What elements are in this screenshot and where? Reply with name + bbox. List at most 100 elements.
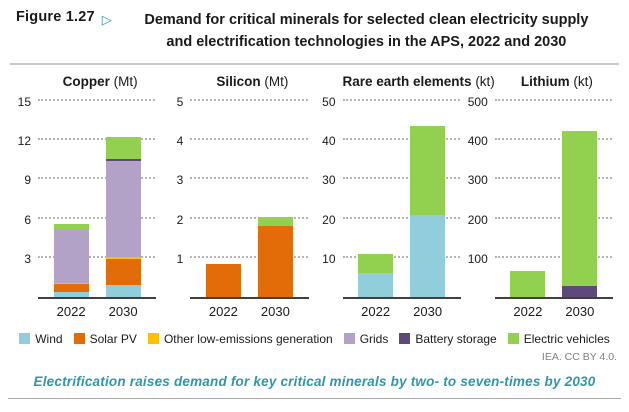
takeaway: Electrification raises demand for key cr… [33, 373, 596, 389]
gridline [342, 216, 460, 219]
bottom-divider [8, 397, 621, 399]
y-tick-label: 1 [176, 251, 184, 266]
gridline [342, 138, 460, 141]
legend-item-grids: Grids [343, 332, 388, 346]
x-tick-label: 2030 [260, 303, 290, 319]
mineral-unit: (kt) [471, 73, 495, 89]
panel-body: 1 2 3 4 5 [162, 95, 314, 299]
figure-title: Demand for critical minerals for selecte… [118, 9, 615, 54]
bar-segment-wind [358, 273, 394, 297]
chart-panel-copper: Copper (Mt) 3 6 9 12 15 2022 2030 [10, 74, 162, 319]
bar-segment-solar-pv [205, 263, 241, 297]
attribution: IEA. CC BY 4.0. [541, 350, 617, 363]
bar-segment-other-low-emissions-generation [53, 282, 89, 284]
x-axis-labels: 2022 2030 [343, 304, 461, 319]
mineral-unit: (Mt) [109, 73, 138, 89]
gridline [190, 98, 308, 101]
y-tick-label: 9 [24, 173, 31, 188]
gridline [494, 255, 612, 258]
plot-area [342, 98, 461, 299]
bars-group [343, 126, 461, 297]
mineral-name: Copper [62, 73, 110, 89]
stacked-bar-2030 [105, 137, 141, 297]
legend-swatch-icon [19, 333, 31, 345]
plot-area [190, 98, 309, 299]
y-tick-label: 10 [322, 251, 336, 266]
y-tick-label: 3 [176, 173, 184, 188]
bar-column-2022 [355, 253, 397, 297]
x-tick-label: 2030 [565, 303, 595, 319]
panel-body: 3 6 9 12 15 [10, 95, 162, 299]
legend-swatch-icon [399, 333, 411, 345]
bar-segment-electric-vehicles [562, 131, 598, 286]
legend-label: Solar PV [89, 331, 137, 346]
figure-title-line2: and electrification technologies in the … [166, 34, 567, 51]
bar-segment-solar-pv [257, 226, 293, 297]
panel-body: 100 200 300 400 500 [467, 95, 619, 299]
gridline [38, 98, 156, 101]
x-tick-label: 2022 [513, 303, 543, 319]
stacked-bar-2022 [358, 253, 394, 297]
y-axis: 1 2 3 4 5 [162, 95, 190, 297]
legend-swatch-icon [507, 333, 519, 345]
legend-swatch-icon [147, 333, 159, 345]
bar-segment-electric-vehicles [358, 253, 394, 274]
panel-title: Rare earth elements (kt) [343, 74, 495, 89]
gridline [494, 138, 612, 141]
y-tick-label: 4 [176, 134, 184, 149]
gridline [342, 98, 460, 101]
mineral-name: Silicon [216, 73, 261, 89]
x-tick-label: 2030 [108, 303, 138, 319]
x-tick-label: 2022 [361, 303, 391, 319]
y-axis: 10 20 30 40 50 [315, 95, 343, 297]
bar-segment-electric-vehicles [53, 223, 89, 230]
bar-column-2030 [254, 216, 296, 297]
x-tick-label: 2022 [56, 303, 86, 319]
x-tick-label: 2030 [413, 303, 443, 319]
gridline [38, 216, 156, 219]
gridline [342, 255, 460, 258]
y-tick-label: 20 [322, 212, 336, 227]
stacked-bar-2030 [562, 131, 598, 297]
figure-header: Figure 1.27 ▷ Demand for critical minera… [0, 0, 629, 54]
panel-title: Lithium (kt) [495, 74, 619, 89]
y-tick-label: 200 [467, 212, 488, 227]
figure-title-line1: Demand for critical minerals for selecte… [144, 12, 589, 28]
y-tick-label: 15 [17, 94, 31, 109]
legend-label: Other low-emissions generation [163, 331, 333, 346]
y-tick-label: 2 [176, 212, 184, 227]
gridline [494, 98, 612, 101]
mineral-name: Lithium [520, 73, 570, 89]
bar-column-2030 [102, 137, 144, 297]
y-tick-label: 12 [17, 134, 31, 149]
y-tick-label: 100 [467, 251, 488, 266]
legend-item-electric-vehicles: Electric vehicles [507, 332, 610, 346]
bar-segment-solar-pv [105, 259, 141, 286]
y-tick-label: 3 [24, 251, 31, 266]
gridline [190, 255, 308, 258]
bar-segment-electric-vehicles [257, 216, 293, 227]
legend-label: Battery storage [415, 331, 497, 346]
legend-item-solar-pv: Solar PV [73, 331, 137, 346]
bar-column-2022 [507, 271, 549, 297]
stacked-bar-2030 [257, 216, 293, 297]
bar-segment-electric-vehicles [510, 271, 546, 297]
legend-item-battery-storage: Battery storage [399, 331, 497, 346]
charts-row: Copper (Mt) 3 6 9 12 15 2022 2030 Silicon (Mt) 1 2… [10, 62, 619, 319]
y-axis: 3 6 9 12 15 [10, 95, 38, 297]
bar-column-2022 [202, 263, 244, 297]
bars-group [190, 216, 308, 297]
gridline [38, 138, 156, 141]
gridline [190, 138, 308, 141]
bars-group [495, 131, 613, 297]
bar-segment-wind [53, 291, 89, 297]
panel-body: 10 20 30 40 50 [315, 95, 467, 299]
y-tick-label: 500 [467, 94, 488, 109]
bar-segment-electric-vehicles [410, 126, 446, 215]
bar-segment-wind [410, 214, 446, 297]
y-tick-label: 30 [322, 173, 336, 188]
x-axis-labels: 2022 2030 [190, 304, 308, 319]
gridline [38, 255, 156, 258]
y-tick-label: 300 [467, 173, 488, 188]
